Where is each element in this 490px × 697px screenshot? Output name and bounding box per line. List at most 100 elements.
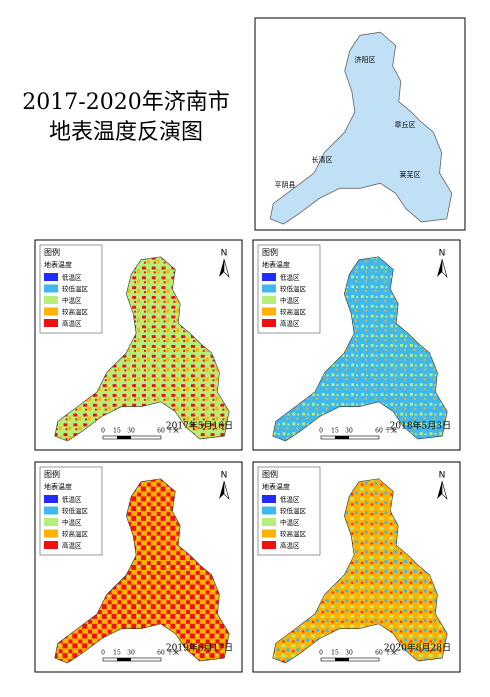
panel-date: 2017年5月16日 xyxy=(166,420,233,432)
legend-swatch xyxy=(262,307,276,316)
legend-label: 中温区 xyxy=(62,518,82,527)
legend-swatch xyxy=(262,296,276,304)
north-label: N xyxy=(221,471,228,481)
north-arrow xyxy=(219,259,224,277)
legend-swatch xyxy=(44,529,58,538)
legend-label: 高温区 xyxy=(62,541,82,550)
title-line: 2017-2020年济南市 xyxy=(22,90,229,115)
legend-label: 较低温区 xyxy=(280,506,307,515)
scale-bar xyxy=(117,436,131,439)
scale-unit: 千米 xyxy=(167,427,179,435)
legend-label: 较高温区 xyxy=(280,307,307,316)
legend-swatch xyxy=(44,319,58,327)
legend-label: 较高温区 xyxy=(280,529,307,538)
scale-unit: 千米 xyxy=(167,649,179,657)
legend-label: 较高温区 xyxy=(62,529,89,538)
legend-label: 低温区 xyxy=(62,495,82,504)
scale-label: 0 xyxy=(101,650,105,657)
north-arrow xyxy=(441,258,448,279)
legend-swatch xyxy=(262,319,276,327)
scale-label: 30 xyxy=(127,650,135,657)
scale-bar xyxy=(335,436,349,439)
scale-label: 60 xyxy=(157,428,165,435)
scale-label: 60 xyxy=(157,650,165,657)
scale-label: 15 xyxy=(113,650,121,657)
legend-swatch xyxy=(44,307,58,316)
scale-label: 0 xyxy=(319,428,323,435)
north-label: N xyxy=(439,471,446,481)
legend-label: 高温区 xyxy=(280,541,300,550)
legend-swatch xyxy=(44,541,58,549)
district-label: 莱芜区 xyxy=(400,170,421,179)
scale-label: 60 xyxy=(375,428,383,435)
north-arrow xyxy=(437,259,442,277)
legend-subtitle: 地表温度 xyxy=(44,260,72,269)
scale-bar xyxy=(320,657,380,662)
legend-swatch xyxy=(44,273,58,281)
legend-label: 较高温区 xyxy=(62,307,89,316)
scale-label: 15 xyxy=(331,650,339,657)
scale-label: 30 xyxy=(127,428,135,435)
north-label: N xyxy=(221,249,228,259)
legend-swatch xyxy=(44,506,58,515)
scale-label: 0 xyxy=(101,428,105,435)
scale-unit: 千米 xyxy=(385,427,397,435)
legend-swatch xyxy=(262,506,276,515)
scale-label: 15 xyxy=(113,428,121,435)
legend-subtitle: 地表温度 xyxy=(262,260,290,269)
legend-swatch xyxy=(44,518,58,526)
north-arrow xyxy=(223,258,230,279)
legend-title: 图例 xyxy=(262,469,278,479)
north-arrow xyxy=(223,480,230,501)
district-label: 章丘区 xyxy=(395,120,416,129)
scale-label: 15 xyxy=(331,428,339,435)
district-label: 济阳区 xyxy=(355,55,376,64)
scale-bar xyxy=(320,435,380,440)
scale-bar xyxy=(102,657,162,662)
legend-label: 中温区 xyxy=(280,296,300,305)
north-arrow xyxy=(437,481,442,499)
district-label: 长清区 xyxy=(312,155,333,164)
scale-bar xyxy=(117,658,131,661)
legend-swatch xyxy=(44,495,58,503)
legend-label: 中温区 xyxy=(62,296,82,305)
legend-swatch xyxy=(262,284,276,293)
scale-label: 30 xyxy=(345,428,353,435)
legend-swatch xyxy=(44,284,58,293)
legend-swatch xyxy=(262,273,276,281)
legend-swatch xyxy=(262,529,276,538)
legend-swatch xyxy=(262,495,276,503)
legend-label: 低温区 xyxy=(280,273,300,282)
scale-label: 0 xyxy=(319,650,323,657)
legend-label: 较低温区 xyxy=(62,506,89,515)
north-arrow xyxy=(219,481,224,499)
scale-bar xyxy=(335,658,349,661)
legend-title: 图例 xyxy=(44,469,60,479)
legend-title: 图例 xyxy=(44,247,60,257)
overview-map xyxy=(254,17,466,231)
legend-swatch xyxy=(44,296,58,304)
district-label: 平阴县 xyxy=(275,180,296,189)
scale-bar xyxy=(102,435,162,440)
panel-date: 2019年6月17日 xyxy=(166,642,233,654)
legend-label: 较低温区 xyxy=(280,284,307,293)
legend-label: 中温区 xyxy=(280,518,300,527)
legend-label: 低温区 xyxy=(62,273,82,282)
title-line: 地表温度反演图 xyxy=(49,120,203,145)
legend-label: 低温区 xyxy=(280,495,300,504)
panel-date: 2018年5月3日 xyxy=(390,420,451,432)
legend-subtitle: 地表温度 xyxy=(262,482,290,491)
legend-label: 高温区 xyxy=(280,319,300,328)
legend-swatch xyxy=(262,541,276,549)
legend-subtitle: 地表温度 xyxy=(44,482,72,491)
scale-unit: 千米 xyxy=(385,649,397,657)
legend-label: 较低温区 xyxy=(62,284,89,293)
scale-label: 60 xyxy=(375,650,383,657)
panel-date: 2020年8月28日 xyxy=(384,642,451,654)
